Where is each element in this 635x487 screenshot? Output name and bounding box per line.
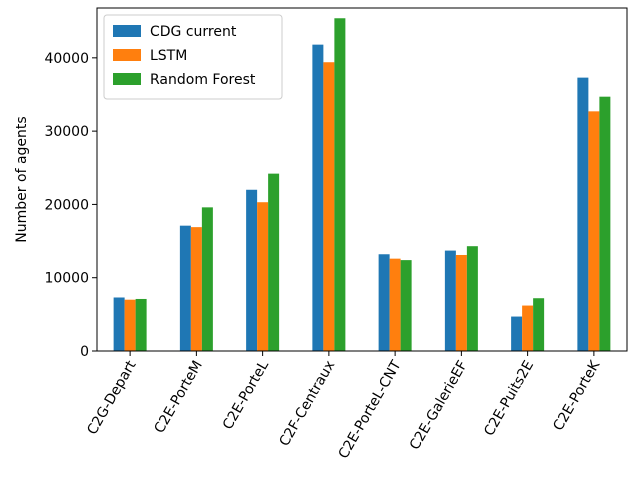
x-tick-label: C2E-PorteM	[151, 358, 205, 436]
bar	[201, 207, 213, 351]
x-tick-label: C2E-PorteK	[550, 357, 603, 433]
y-tick-label: 0	[80, 344, 89, 360]
bar	[389, 258, 401, 351]
bar	[599, 96, 611, 351]
y-axis-label: Number of agents	[14, 116, 30, 242]
bar	[533, 298, 545, 351]
legend-swatch	[113, 49, 141, 61]
bar	[455, 254, 467, 351]
bar	[246, 189, 258, 351]
bar	[124, 299, 136, 351]
bar	[466, 246, 478, 351]
bar	[400, 260, 412, 351]
bar	[323, 62, 335, 351]
y-tick-label: 10000	[44, 271, 89, 287]
y-tick-label: 30000	[44, 124, 89, 140]
y-tick-label: 40000	[44, 51, 89, 67]
y-tick-label: 20000	[44, 197, 89, 213]
legend-box	[103, 14, 283, 100]
legend-label: Random Forest	[150, 72, 256, 88]
bar	[511, 316, 523, 351]
legend-swatch	[113, 25, 141, 37]
bar	[577, 77, 589, 351]
bar	[588, 111, 600, 351]
bar	[312, 44, 324, 352]
plot-frame	[96, 7, 628, 352]
x-tick-label: C2G-Depart	[84, 358, 139, 438]
x-tick-label: C2E-PorteL-CNT	[336, 358, 405, 462]
bar	[522, 305, 534, 351]
bar	[179, 225, 191, 351]
bar	[113, 297, 125, 351]
bar	[190, 227, 202, 351]
legend: CDG current LSTM Random Forest	[103, 14, 283, 100]
legend-swatch	[113, 73, 141, 85]
legend-label: CDG current	[150, 24, 237, 40]
x-tick-label: C2F-Centraux	[276, 358, 338, 449]
x-tick-label: C2E-PorteL	[220, 358, 272, 433]
bar	[268, 173, 280, 351]
bar	[444, 250, 456, 351]
x-tick-label: C2E-GalerieEF	[407, 358, 471, 453]
bar	[135, 298, 147, 351]
bar	[378, 254, 390, 351]
bar	[334, 18, 346, 352]
bar	[257, 202, 269, 351]
x-tick-label: C2E-Puits2E	[481, 358, 537, 439]
bars-layer	[113, 18, 611, 352]
legend-label: LSTM	[150, 48, 187, 64]
